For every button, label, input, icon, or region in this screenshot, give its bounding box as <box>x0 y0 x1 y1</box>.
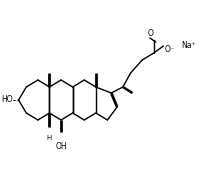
Text: OH: OH <box>55 142 67 151</box>
Text: H: H <box>47 135 52 141</box>
Text: O⁻: O⁻ <box>164 45 174 54</box>
Text: O: O <box>148 29 154 38</box>
Text: Na⁺: Na⁺ <box>181 42 195 51</box>
Text: HO: HO <box>1 95 13 104</box>
